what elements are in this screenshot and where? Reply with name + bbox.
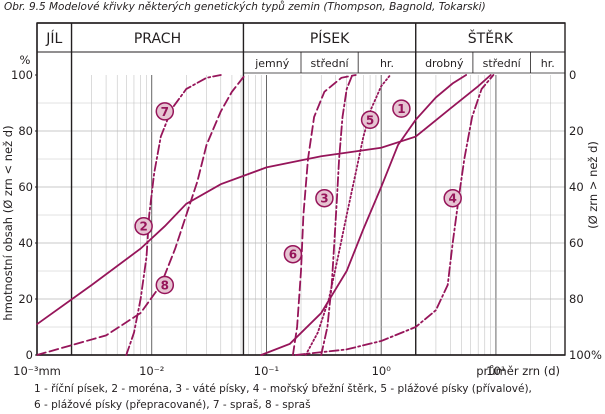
- series-marker-6: [283, 244, 303, 264]
- subfraction-label: jemný: [254, 57, 290, 70]
- subfraction-label: hr.: [541, 57, 555, 70]
- curves: [36, 74, 495, 356]
- series-line-5: [304, 74, 392, 356]
- series-marker-label: 5: [366, 113, 374, 127]
- fraction-label: ŠTĚRK: [468, 29, 514, 47]
- series-marker-label: 7: [161, 105, 169, 119]
- axes-labels: 0 20 40 60 80 100 100% 80 60 40 20 0% 10⁻³mm 10⁻² 10⁻¹…: [1, 53, 602, 378]
- x-tick-label: 10⁻¹: [254, 364, 279, 378]
- series-line-8: [36, 74, 246, 356]
- y-tick-label: 100: [11, 68, 33, 82]
- series-marker-5: [360, 110, 380, 130]
- series-line-6: [292, 74, 357, 356]
- y-unit-label: %: [20, 53, 31, 67]
- y-tick-label: 0: [26, 348, 33, 362]
- series-marker-8: [155, 275, 175, 295]
- series-marker-label: 6: [289, 248, 297, 262]
- series-marker-2: [134, 216, 153, 236]
- x-tick-label: 10¹: [486, 364, 505, 378]
- x-axis-title: průměr zrn (d): [476, 364, 560, 378]
- y-tick-label-right: 60: [569, 236, 584, 250]
- x-tick-label: 10⁻²: [139, 364, 164, 378]
- series-marker-4: [443, 188, 462, 208]
- subfraction-label: střední: [311, 57, 350, 70]
- y-tick-label: 60: [18, 180, 33, 194]
- legend-line-1: 1 - říční písek, 2 - moréna, 3 - váté pí…: [34, 383, 532, 395]
- series-line-7: [125, 74, 222, 356]
- y-tick-label-right: 100%: [569, 348, 602, 362]
- subfraction-label: drobný: [425, 57, 464, 70]
- series-marker-3: [315, 188, 334, 208]
- series-line-1: [260, 74, 467, 356]
- y-tick-label: 20: [18, 292, 33, 306]
- series-marker-label: 8: [161, 279, 169, 293]
- y-tick-label-right: 80: [569, 292, 584, 306]
- series-marker-7: [155, 102, 175, 121]
- y-tick-label: 80: [18, 124, 33, 138]
- curve-markers: 1 2 3 4 5 6 7 8: [134, 99, 462, 295]
- series-line-3: [320, 74, 354, 356]
- fraction-label: JÍL: [45, 30, 62, 47]
- subfraction-label: střední: [483, 57, 522, 70]
- series-marker-label: 4: [449, 192, 457, 206]
- x-tick-label: 10⁻³mm: [13, 364, 61, 378]
- series-line-2: [36, 74, 492, 326]
- x-tick-label: 10⁰: [372, 364, 392, 378]
- fraction-label: PÍSEK: [310, 30, 350, 47]
- fraction-header: JÍL PRACH PÍSEK ŠTĚRK jemný střední hr. drobný s…: [36, 22, 565, 355]
- series-line-4: [294, 74, 495, 356]
- series-marker-label: 1: [397, 102, 405, 116]
- y-axis-title: hmotnostní obsah (Ø zrn < než d): [1, 125, 15, 320]
- figure-caption: Obr. 9.5 Modelové křivky některých genet…: [4, 1, 486, 13]
- y-tick-label-right: 0: [569, 68, 576, 82]
- subfraction-label: hr.: [380, 57, 394, 70]
- y-tick-label-right: 40: [569, 180, 584, 194]
- series-marker-1: [392, 99, 411, 118]
- series-marker-label: 2: [139, 220, 147, 234]
- series-marker-label: 3: [320, 192, 328, 206]
- y-tick-label: 40: [18, 236, 33, 250]
- grid: [36, 75, 566, 355]
- legend-line-2: 6 - plážové písky (přepracované), 7 - sp…: [34, 399, 311, 411]
- fraction-label: PRACH: [134, 31, 181, 47]
- y-tick-label-right: 20: [569, 124, 584, 138]
- y-axis-title-right: (Ø zrn > než d): [586, 141, 600, 229]
